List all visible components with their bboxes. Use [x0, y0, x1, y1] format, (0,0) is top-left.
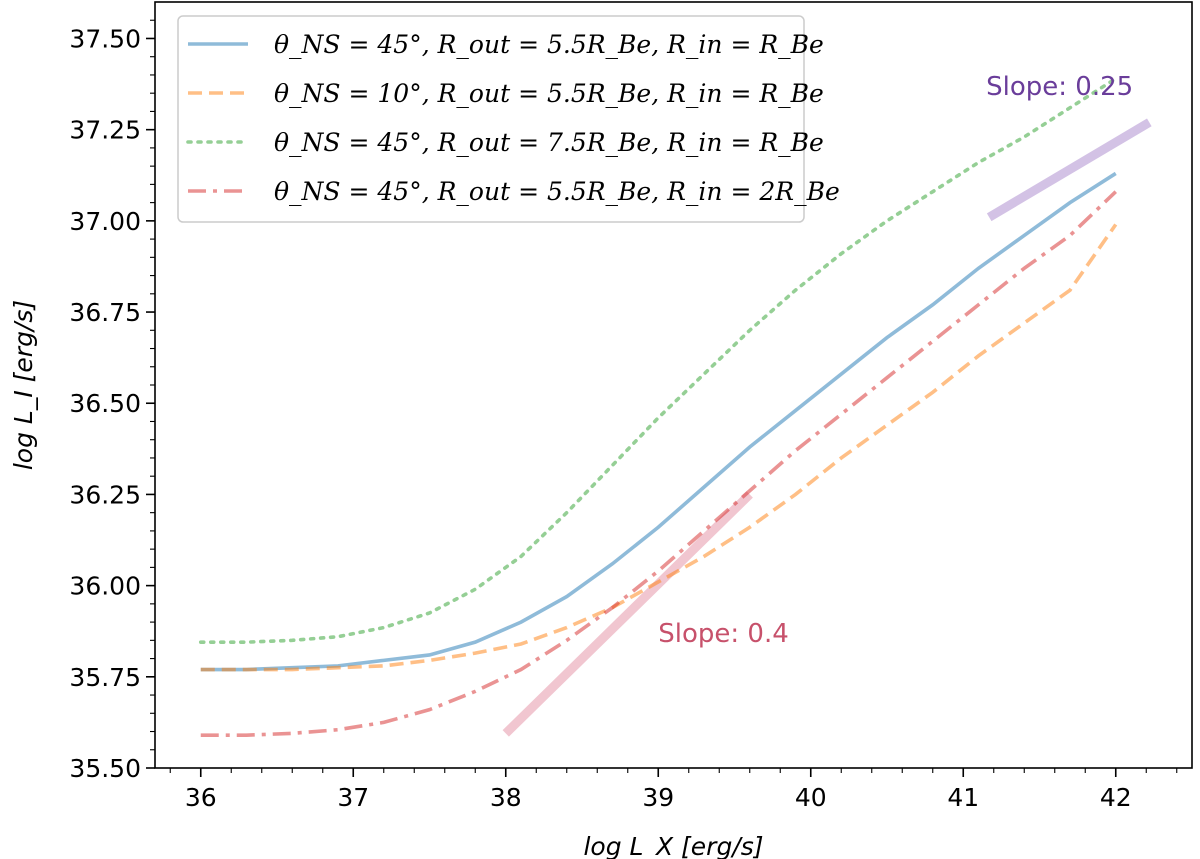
series-line-3: [198, 76, 1118, 644]
annotations: Slope: 0.4 Slope: 0.25: [658, 72, 1133, 649]
legend-entry-label: θ_NS = 45°, R_out = 5.5R_Be, R_in = 2R_B…: [274, 177, 840, 206]
y-tick-label: 35.75: [69, 663, 141, 692]
x-tick-label: 39: [642, 783, 674, 812]
x-tick-label: 36: [185, 783, 217, 812]
y-tick-label: 36.00: [69, 572, 141, 601]
series-line-1: [200, 171, 1117, 672]
x-tick-label: 37: [337, 783, 369, 812]
x-tick-label: 40: [795, 783, 827, 812]
series-line-4: [200, 190, 1117, 737]
y-tick-label: 36.75: [69, 298, 141, 327]
y-axis-label: log L_I [erg/s]: [9, 300, 38, 470]
x-tick-label: 42: [1100, 783, 1132, 812]
x-tick-label: 41: [947, 783, 979, 812]
y-tick-label: 37.00: [69, 207, 141, 236]
legend-box: [177, 15, 805, 223]
series-line-2: [200, 223, 1118, 672]
y-tick-label: 35.50: [69, 754, 141, 783]
y-tick-label: 36.50: [69, 389, 141, 418]
legend-entry-label: θ_NS = 45°, R_out = 7.5R_Be, R_in = R_Be: [274, 128, 824, 157]
legend-entry-label: θ_NS = 45°, R_out = 5.5R_Be, R_in = R_Be: [274, 30, 824, 59]
slope-annotation: Slope: 0.4: [658, 619, 789, 649]
y-tick-label: 37.25: [69, 116, 141, 145]
slope-annotation: Slope: 0.25: [986, 72, 1133, 102]
slope-guide-line: [502, 491, 753, 737]
x-tick-label: 38: [490, 783, 522, 812]
legend: θ_NS = 45°, R_out = 5.5R_Be, R_in = R_Be…: [177, 15, 840, 223]
y-tick-label: 36.25: [69, 480, 141, 509]
slope-guides: [502, 118, 1152, 737]
slope-guide-line: [986, 118, 1152, 222]
y-tick-label: 37.50: [69, 24, 141, 53]
data-series: [198, 76, 1118, 737]
y-axis: 35.50 35.75 36.00 36.25 36.50 36.75 37.00 37.25…: [69, 19, 155, 783]
x-axis-label: log L_X [erg/s]: [583, 832, 763, 859]
legend-entry-label: θ_NS = 10°, R_out = 5.5R_Be, R_in = R_Be: [274, 79, 824, 108]
x-axis: 36 37 38 39 40 41 42: [169, 768, 1178, 812]
